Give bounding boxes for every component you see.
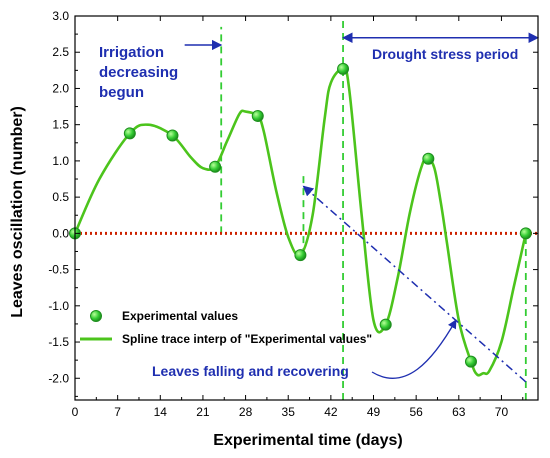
data-point-2 — [166, 129, 179, 142]
legend-label-spline: Spline trace interp of "Experimental val… — [122, 332, 372, 346]
legend: Experimental values Spline trace interp … — [80, 309, 372, 346]
annotation-falling: Leaves falling and recovering — [152, 363, 349, 379]
y-tick-label: 1.0 — [52, 154, 69, 168]
x-axis-title: Experimental time (days) — [213, 432, 402, 449]
y-axis-title: Leaves oscillation (number) — [9, 106, 26, 318]
x-tick-label: 35 — [282, 405, 296, 419]
y-tick-label: 2.5 — [52, 45, 69, 59]
svg-text:begun: begun — [99, 84, 144, 101]
annotation-drought: Drought stress period — [372, 46, 518, 62]
y-tick-label: 0.5 — [52, 190, 69, 204]
series-line-spline — [73, 67, 528, 377]
data-point-6 — [337, 62, 350, 75]
x-tick-label: 21 — [196, 405, 210, 419]
x-tick-label: 70 — [495, 405, 509, 419]
data-point-7 — [379, 318, 392, 331]
x-tick-label: 14 — [154, 405, 168, 419]
diagonal-arrow — [302, 185, 527, 383]
data-point-5 — [294, 249, 307, 262]
x-tick-label: 28 — [239, 405, 253, 419]
x-tick-label: 63 — [452, 405, 466, 419]
x-tick-label: 7 — [114, 405, 121, 419]
x-tick-label: 56 — [409, 405, 423, 419]
data-point-3 — [209, 160, 222, 173]
x-tick-label: 49 — [367, 405, 381, 419]
data-point-8 — [422, 152, 435, 165]
annotation-irrigation: Irrigation decreasing begun — [99, 44, 178, 101]
y-tick-label: 1.5 — [52, 118, 69, 132]
y-tick-label: -0.5 — [48, 263, 69, 277]
y-tick-label: -2.0 — [48, 371, 69, 385]
y-tick-label: 0.0 — [52, 226, 69, 240]
svg-text:decreasing: decreasing — [99, 64, 178, 81]
y-tick-label: 2.0 — [52, 81, 69, 95]
legend-label-experimental-values: Experimental values — [122, 309, 238, 323]
plot-frame — [74, 15, 539, 401]
data-point-9 — [464, 355, 477, 368]
legend-marker-experimental-values — [90, 310, 102, 322]
svg-text:Irrigation: Irrigation — [99, 44, 164, 61]
y-tick-label: -1.0 — [48, 299, 69, 313]
x-tick-label: 42 — [324, 405, 338, 419]
x-tick-label: 0 — [72, 405, 79, 419]
data-point-10 — [519, 227, 532, 240]
y-tick-label: -1.5 — [48, 335, 69, 349]
curved-annotation-arrow — [371, 319, 457, 379]
y-tick-label: 3.0 — [52, 9, 69, 23]
data-point-4 — [251, 109, 264, 122]
data-point-1 — [123, 127, 136, 140]
